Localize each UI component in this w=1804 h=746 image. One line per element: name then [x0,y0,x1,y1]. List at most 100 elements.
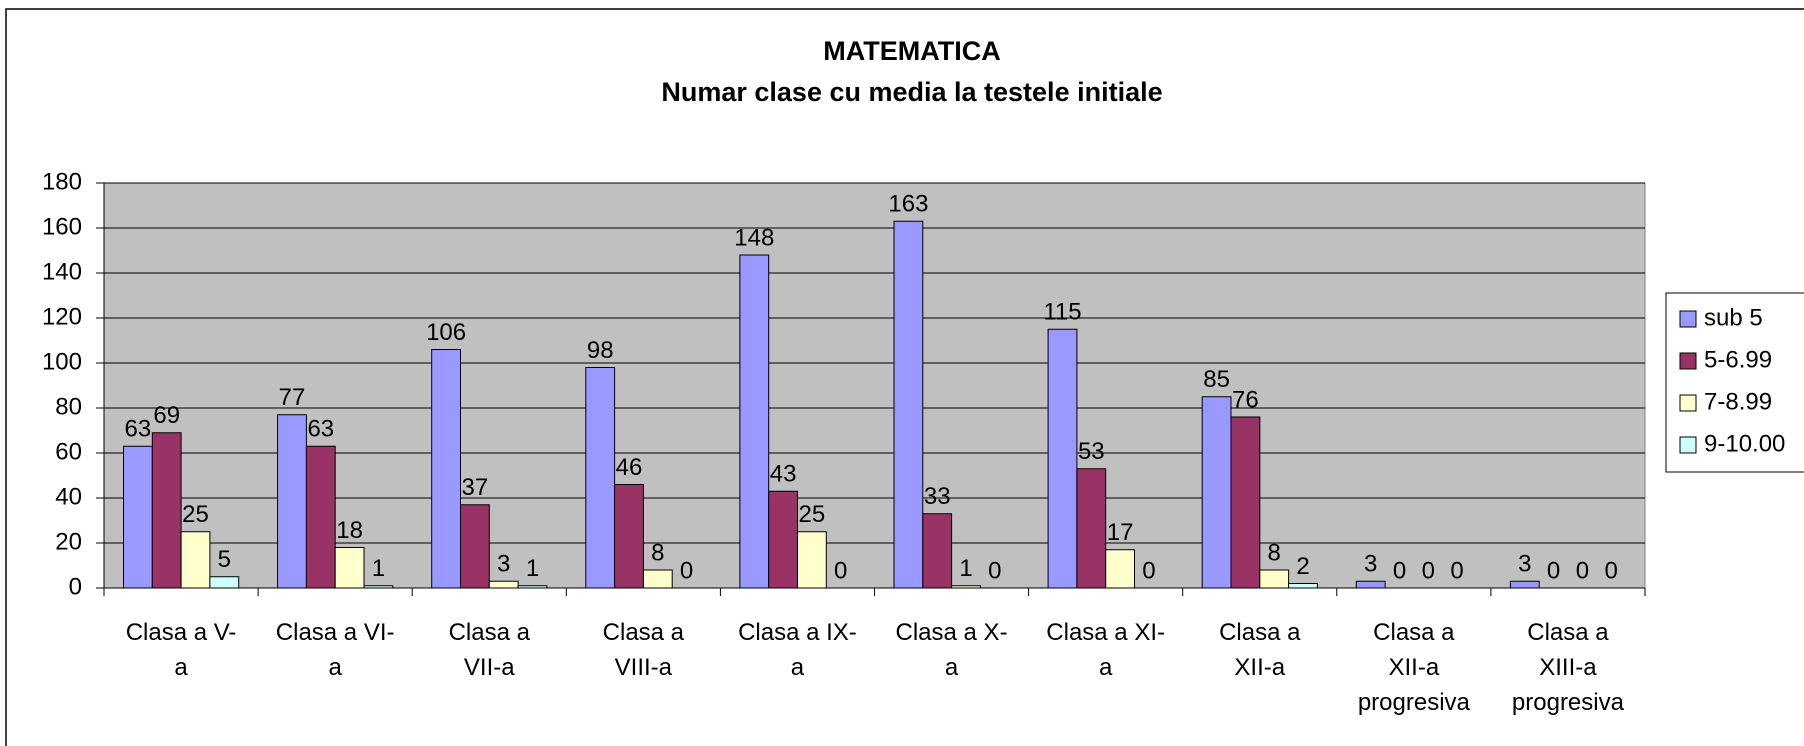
x-tick-label: Clasa a VI-a [275,619,395,681]
x-tick-label: Clasa a V-a [125,619,237,681]
bar [585,367,616,589]
data-label: 25 [799,501,826,528]
data-label: 163 [888,191,928,218]
data-label: 106 [426,319,466,346]
bar [517,585,548,589]
bar [180,531,211,589]
data-label: 3 [1364,551,1377,578]
legend-label: 7-8.99 [1704,388,1772,415]
legend-swatch [1679,436,1697,454]
bar [893,220,924,589]
bar [1259,569,1290,589]
data-label: 0 [1605,557,1618,584]
data-label: 8 [1268,539,1281,566]
data-label: 25 [182,501,209,528]
data-label: 0 [834,557,847,584]
data-label: 1 [372,555,385,582]
x-tick-label: Clasa a XIII-a progresiva [1511,619,1624,716]
bar [363,585,394,589]
bar [1509,580,1540,589]
bar [1288,583,1318,589]
bar [1230,416,1261,589]
bar [1201,396,1232,589]
x-tick-label: Clasa a XI-a [1046,619,1165,681]
data-label: 69 [153,402,180,429]
x-tick-label: Clasa a VII-a [448,619,530,681]
legend-label: 5-6.99 [1704,346,1772,373]
data-label: 37 [462,474,489,501]
data-label: 0 [1393,557,1406,584]
bar [305,445,336,589]
bar [614,484,644,589]
bar [277,414,307,589]
data-label: 0 [1142,557,1155,584]
data-label: 0 [1450,557,1463,584]
legend-swatch [1679,310,1697,328]
data-label: 0 [1576,557,1589,584]
bar [1355,580,1386,589]
data-label: 5 [218,546,231,573]
data-label: 2 [1296,553,1309,580]
x-tick-label: Clasa a XII-a progresiva [1357,619,1470,716]
bar [151,432,182,589]
y-tick-label: 140 [42,258,82,285]
data-label: 77 [279,384,306,411]
bar [951,585,981,589]
y-tick-label: 120 [42,303,82,330]
data-label: 17 [1107,519,1134,546]
y-tick-label: 40 [55,483,82,510]
bar [797,531,827,589]
bar [488,580,519,589]
data-label: 33 [924,483,951,510]
y-tick-label: 180 [42,168,82,195]
data-label: 148 [734,224,774,251]
y-tick-label: 20 [55,528,82,555]
data-label: 8 [651,539,664,566]
chart-border [5,8,1804,746]
bar [123,445,153,589]
data-label: 43 [770,461,797,488]
bar [642,569,673,589]
bar [1076,468,1107,589]
data-label: 3 [1518,551,1531,578]
data-label: 3 [497,551,510,578]
data-label: 53 [1078,438,1105,465]
legend-swatch [1679,352,1697,370]
bar [739,254,770,589]
data-label: 63 [307,416,334,443]
data-label: 1 [526,555,539,582]
data-label: 63 [125,416,152,443]
bar [768,490,799,589]
data-label: 76 [1232,386,1259,413]
data-label: 1 [959,555,972,582]
bar [334,547,365,589]
y-tick-label: 0 [69,573,82,600]
data-label: 0 [988,557,1001,584]
data-label: 46 [616,454,643,481]
legend-swatch [1679,394,1697,412]
bar [1105,549,1135,589]
data-label: 0 [1547,557,1560,584]
x-tick-label: Clasa a VIII-a [602,619,685,681]
bar [431,349,462,589]
plot-area [103,182,1646,589]
data-label: 85 [1203,366,1230,393]
data-label: 0 [1422,557,1435,584]
data-label: 0 [680,557,693,584]
chart-title: MATEMATICA [823,36,1000,66]
y-tick-label: 100 [42,348,82,375]
data-label: 98 [587,337,614,364]
bar [460,504,490,589]
x-tick-label: Clasa a XII-a [1219,619,1301,681]
data-label: 18 [336,517,363,544]
y-tick-label: 80 [55,393,82,420]
y-tick-label: 160 [42,213,82,240]
bar [209,576,240,589]
data-label: 115 [1043,299,1081,326]
bar [1047,328,1078,589]
y-tick-label: 60 [55,438,82,465]
chart-subtitle: Numar clase cu media la testele initiale [661,77,1162,107]
x-tick-label: Clasa a X-a [895,619,1008,681]
